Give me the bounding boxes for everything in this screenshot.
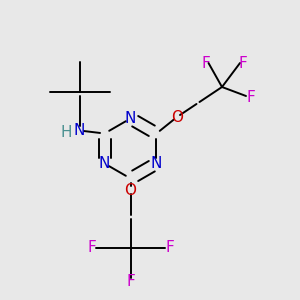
Text: F: F <box>87 240 96 255</box>
Text: F: F <box>201 56 210 70</box>
Text: N: N <box>125 111 136 126</box>
Text: F: F <box>165 240 174 255</box>
Text: F: F <box>238 56 247 70</box>
Text: N: N <box>99 156 110 171</box>
Text: N: N <box>74 123 85 138</box>
Text: H: H <box>60 124 72 140</box>
Text: O: O <box>171 110 183 124</box>
Text: N: N <box>151 156 162 171</box>
Text: F: F <box>126 274 135 290</box>
Text: F: F <box>246 90 255 105</box>
Text: O: O <box>124 183 136 198</box>
